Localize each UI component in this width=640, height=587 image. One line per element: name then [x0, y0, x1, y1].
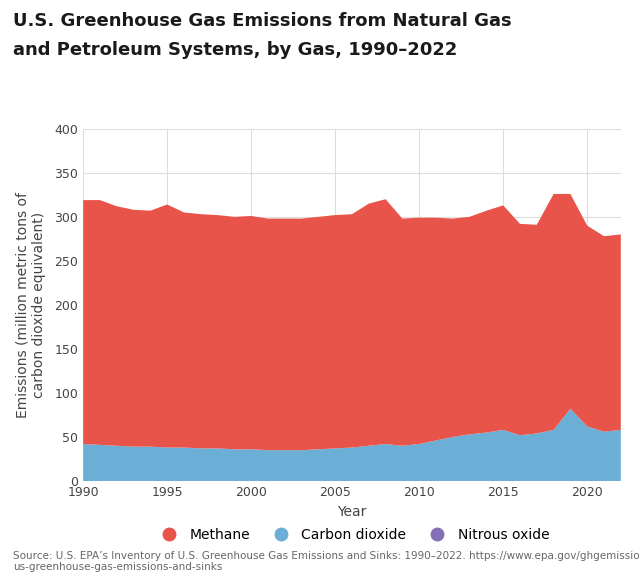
Text: U.S. Greenhouse Gas Emissions from Natural Gas: U.S. Greenhouse Gas Emissions from Natur… [13, 12, 511, 30]
Legend: Methane, Carbon dioxide, Nitrous oxide: Methane, Carbon dioxide, Nitrous oxide [150, 524, 554, 546]
Y-axis label: Emissions (million metric tons of
carbon dioxide equivalent): Emissions (million metric tons of carbon… [16, 192, 46, 419]
X-axis label: Year: Year [337, 505, 367, 519]
Text: Source: U.S. EPA’s Inventory of U.S. Greenhouse Gas Emissions and Sinks: 1990–20: Source: U.S. EPA’s Inventory of U.S. Gre… [13, 551, 640, 572]
Text: and Petroleum Systems, by Gas, 1990–2022: and Petroleum Systems, by Gas, 1990–2022 [13, 41, 457, 59]
